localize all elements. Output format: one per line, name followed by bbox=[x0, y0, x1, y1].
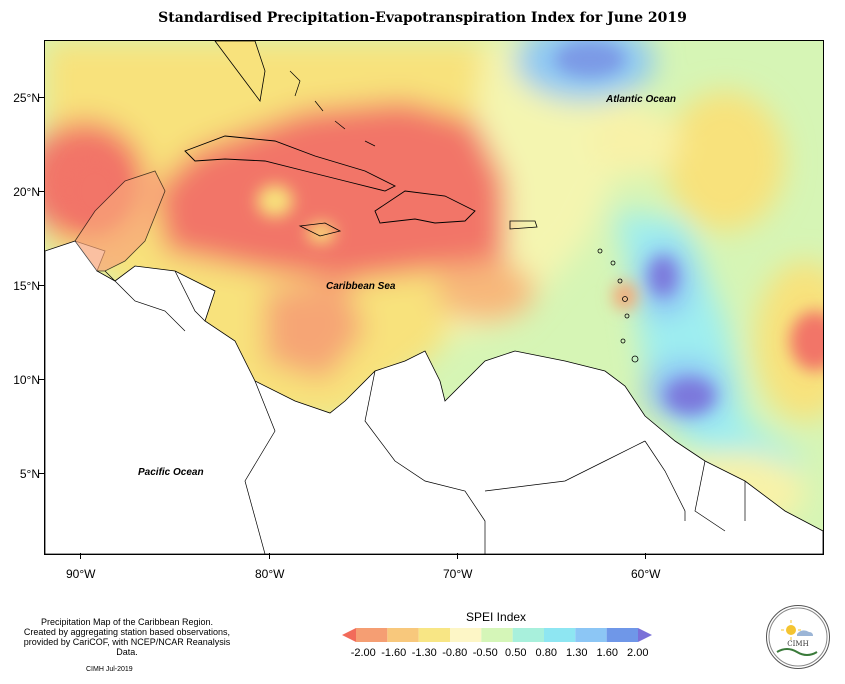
lon-tick bbox=[457, 553, 458, 559]
lat-label: 10°N bbox=[13, 373, 40, 387]
legend-tick: 1.30 bbox=[566, 647, 588, 659]
credits-line: Created by aggregating station based obs… bbox=[23, 627, 231, 637]
credits-date: CIMH Jul-2019 bbox=[86, 666, 133, 673]
legend-swatch bbox=[606, 628, 638, 642]
lon-tick bbox=[269, 553, 270, 559]
lon-label: 70°W bbox=[443, 567, 473, 581]
lat-tick bbox=[38, 191, 44, 192]
lat-tick bbox=[38, 473, 44, 474]
lon-tick bbox=[80, 553, 81, 559]
logo-text: CIMH bbox=[787, 640, 809, 648]
lat-label: 25°N bbox=[13, 91, 40, 105]
legend-swatch bbox=[418, 628, 450, 642]
legend-tick: 0.80 bbox=[535, 647, 557, 659]
legend-swatch bbox=[450, 628, 482, 642]
lat-tick bbox=[38, 285, 44, 286]
legend-tick: -1.60 bbox=[381, 647, 407, 659]
legend-tick: 1.60 bbox=[596, 647, 618, 659]
caribbean-sea-label: Caribbean Sea bbox=[326, 281, 396, 292]
lon-label: 60°W bbox=[631, 567, 661, 581]
legend-swatch bbox=[387, 628, 419, 642]
legend-colorbar bbox=[342, 628, 652, 642]
lat-label: 5°N bbox=[19, 467, 40, 481]
lat-label: 20°N bbox=[13, 185, 40, 199]
legend-swatch bbox=[638, 628, 652, 642]
lon-tick bbox=[645, 553, 646, 559]
legend-tick: 0.50 bbox=[505, 647, 527, 659]
pacific-ocean-label: Pacific Ocean bbox=[138, 467, 204, 478]
legend-swatch bbox=[575, 628, 607, 642]
credits-text: Precipitation Map of the Caribbean Regio… bbox=[12, 617, 242, 657]
lon-label: 80°W bbox=[255, 567, 285, 581]
legend-tick: 2.00 bbox=[627, 647, 649, 659]
legend-tick: -0.80 bbox=[442, 647, 468, 659]
legend-swatch bbox=[342, 628, 356, 642]
lon-label: 90°W bbox=[66, 567, 96, 581]
legend-tick: -1.30 bbox=[411, 647, 437, 659]
atlantic-ocean-label: Atlantic Ocean bbox=[606, 94, 677, 105]
spei-field bbox=[45, 41, 823, 554]
credits-line: provided by CariCOF, with NCEP/NCAR Rean… bbox=[23, 637, 231, 657]
legend-title: SPEI Index bbox=[466, 610, 527, 624]
lat-tick bbox=[38, 97, 44, 98]
legend-ticks: -2.00 -1.60 -1.30 -0.80 -0.50 0.50 0.80 1.30 1.6… bbox=[348, 647, 653, 659]
legend-swatch bbox=[356, 628, 388, 642]
legend-swatch bbox=[481, 628, 513, 642]
legend-swatch bbox=[544, 628, 576, 642]
lat-label: 15°N bbox=[13, 279, 40, 293]
lat-tick bbox=[38, 379, 44, 380]
legend-swatch bbox=[512, 628, 544, 642]
credits-line: Precipitation Map of the Caribbean Regio… bbox=[40, 617, 214, 627]
legend-tick: -0.50 bbox=[472, 647, 498, 659]
cimh-logo: CIMH bbox=[766, 605, 830, 669]
legend-tick: -2.00 bbox=[350, 647, 376, 659]
map-title: Standardised Precipitation-Evapotranspir… bbox=[158, 10, 687, 26]
sun-icon bbox=[768, 607, 828, 667]
spei-map bbox=[44, 40, 824, 555]
